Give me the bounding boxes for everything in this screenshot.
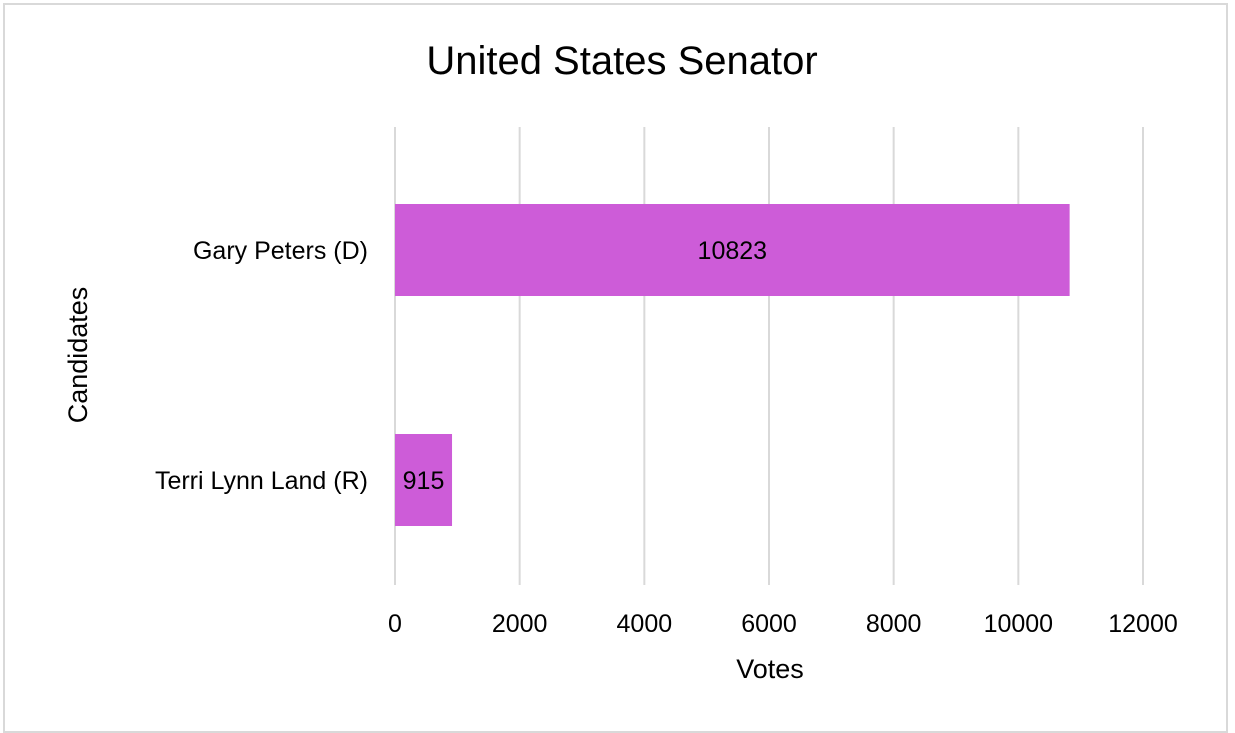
chart-frame [3, 3, 1228, 733]
bar [395, 434, 453, 526]
bar [395, 204, 1070, 296]
bar-value-label: 915 [403, 467, 445, 495]
x-tick-labels: 0 2000 4000 6000 8000 10000 12000 [388, 610, 1178, 638]
x-tick-label: 2000 [492, 610, 548, 638]
x-axis-title: Votes [736, 654, 804, 684]
category-label: Terri Lynn Land (R) [155, 467, 368, 495]
x-tick-label: 4000 [617, 610, 673, 638]
category-label: Gary Peters (D) [193, 237, 368, 265]
x-tick-label: 6000 [741, 610, 797, 638]
y-axis-title: Candidates [63, 287, 93, 424]
x-tick-label: 12000 [1108, 610, 1178, 638]
x-tick-label: 8000 [866, 610, 922, 638]
data-labels: 10823 915 [403, 237, 767, 495]
category-labels: Gary Peters (D) Terri Lynn Land (R) [155, 237, 368, 495]
x-tick-label: 10000 [984, 610, 1054, 638]
chart-title: United States Senator [426, 39, 817, 83]
bars [395, 204, 1070, 526]
bar-value-label: 10823 [698, 237, 768, 265]
x-tick-label: 0 [388, 610, 402, 638]
gridlines [394, 127, 1144, 585]
